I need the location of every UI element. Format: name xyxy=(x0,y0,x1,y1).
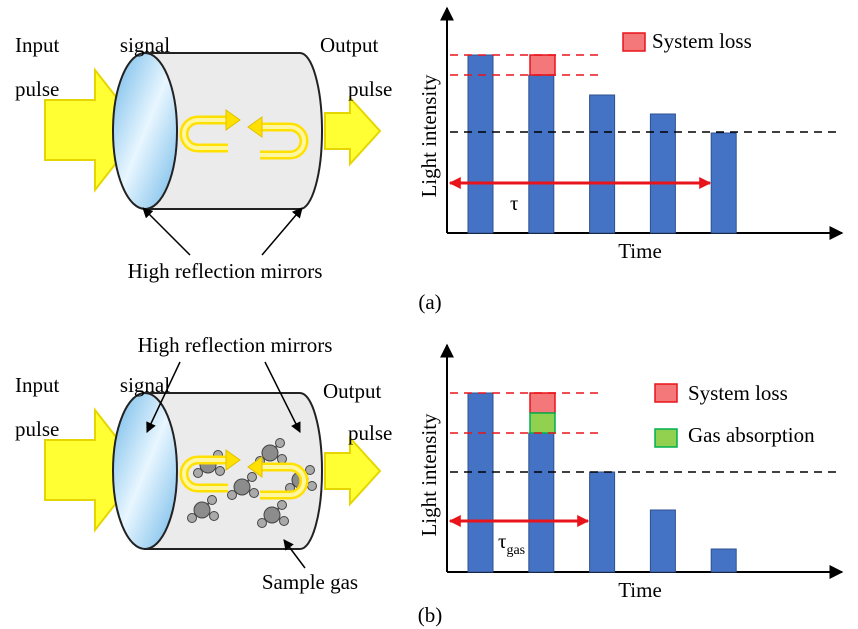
atom xyxy=(194,502,210,518)
atom xyxy=(208,496,217,505)
mirrors-label: High reflection mirrors xyxy=(138,333,333,357)
input-label: Input xyxy=(15,33,59,57)
x-axis-label: Time xyxy=(618,239,662,263)
bar xyxy=(650,510,675,572)
bar xyxy=(468,55,493,233)
atom xyxy=(276,439,285,448)
legend-swatch xyxy=(623,33,645,51)
bar xyxy=(590,95,615,233)
tau-symbol: τ xyxy=(498,529,506,553)
atom xyxy=(278,501,287,510)
atom xyxy=(228,491,237,500)
atom xyxy=(278,455,287,464)
output-label: Output xyxy=(320,33,379,57)
absorption-box xyxy=(530,413,555,433)
output-label: pulse xyxy=(348,421,392,445)
legend-label: System loss xyxy=(652,29,752,53)
atom xyxy=(188,514,197,523)
tau-symbol: τ xyxy=(510,191,518,215)
input-label: pulse xyxy=(15,77,59,101)
sample-label: Sample gas xyxy=(262,570,358,594)
legend-label: System loss xyxy=(688,381,788,405)
caption: (a) xyxy=(418,290,441,314)
atom xyxy=(258,519,267,528)
mirrors-label: High reflection mirrors xyxy=(128,259,323,283)
legend-swatch xyxy=(655,429,677,447)
tau-subscript: gas xyxy=(506,543,525,558)
atom xyxy=(280,517,289,526)
legend-label: Gas absorption xyxy=(688,423,815,447)
atom xyxy=(248,473,257,482)
tau-label: τ xyxy=(510,191,518,215)
input-mirror xyxy=(113,393,177,549)
x-axis-label: Time xyxy=(618,578,662,602)
caption: (b) xyxy=(418,603,443,627)
signal-label: signal xyxy=(120,33,170,57)
loss-box xyxy=(530,55,555,75)
loss-box xyxy=(530,393,555,413)
output-label: pulse xyxy=(348,77,392,101)
y-axis-label: Light intensity xyxy=(417,413,441,537)
pointer xyxy=(143,208,190,255)
atom xyxy=(262,445,278,461)
atom xyxy=(308,482,317,491)
pointer xyxy=(262,208,302,255)
bar xyxy=(529,433,554,572)
signal-label: signal xyxy=(120,373,170,397)
atom xyxy=(234,479,250,495)
atom xyxy=(216,467,225,476)
bar xyxy=(529,75,554,233)
legend-swatch xyxy=(655,384,677,402)
bar xyxy=(711,133,736,233)
figure: Input pulse signal Output pulse High reflecti… xyxy=(0,0,858,629)
input-label: Input xyxy=(15,373,59,397)
output-arrow xyxy=(325,98,380,164)
atom xyxy=(194,469,203,478)
input-mirror xyxy=(113,53,177,209)
input-label: pulse xyxy=(15,417,59,441)
tau-label: τgas xyxy=(498,529,525,558)
bar xyxy=(590,472,615,572)
output-label: Output xyxy=(323,379,382,403)
atom xyxy=(306,466,315,475)
bar xyxy=(468,393,493,572)
bar xyxy=(711,549,736,572)
y-axis-label: Light intensity xyxy=(417,74,441,198)
atom xyxy=(264,507,280,523)
output-arrow xyxy=(325,438,380,504)
atom xyxy=(210,512,219,521)
atom xyxy=(250,489,259,498)
